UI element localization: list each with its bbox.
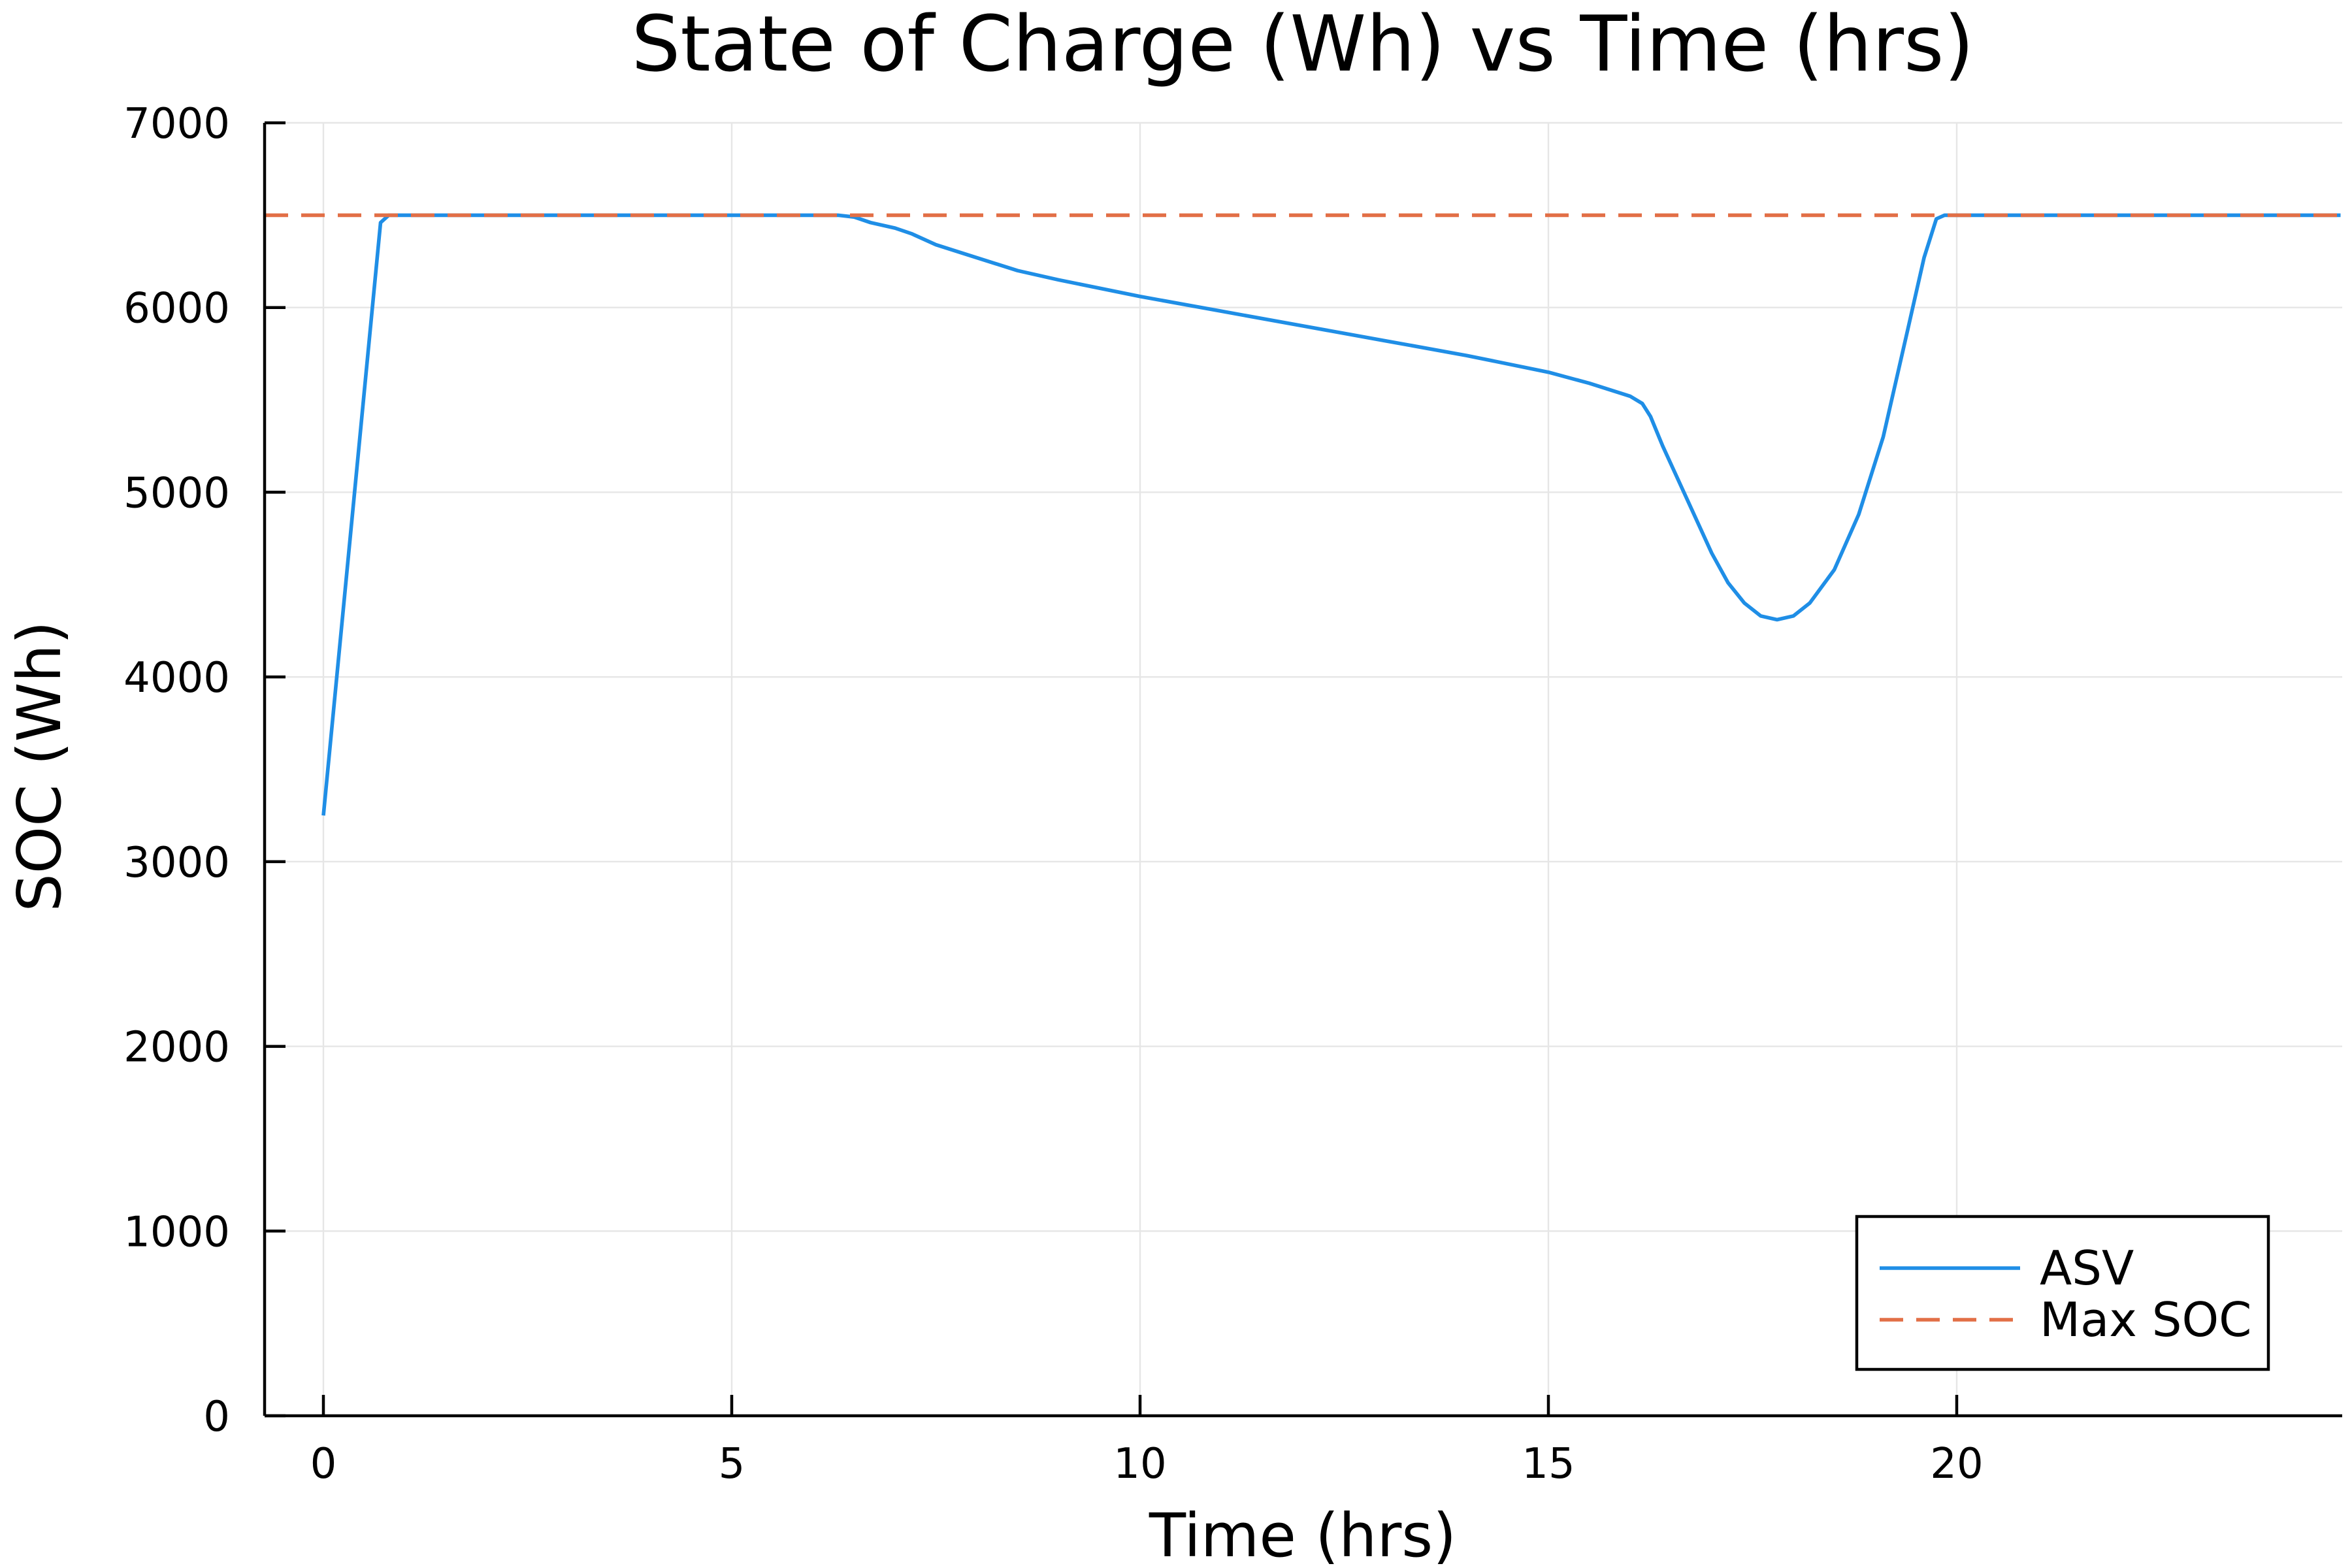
axes — [263, 121, 2342, 1418]
tick-labels: 0 5 10 15 20 0 1000 2000 3000 4000 5000 6000 7000 — [123, 100, 1984, 1488]
legend-label-max-soc: Max SOC — [2040, 1292, 2251, 1347]
y-tick-label-0: 0 — [203, 1393, 230, 1441]
series-layer — [265, 213, 2342, 816]
x-axis-label: Time (hrs) — [1149, 1501, 1456, 1568]
y-tick-label-2: 2000 — [123, 1024, 230, 1072]
x-tick-label-0: 0 — [310, 1440, 337, 1488]
legend-label-asv: ASV — [2040, 1241, 2134, 1296]
y-axis-label: SOC (Wh) — [5, 621, 74, 911]
y-tick-label-1: 1000 — [123, 1208, 230, 1256]
y-tick-label-6: 6000 — [123, 285, 230, 333]
x-tick-label-2: 10 — [1113, 1440, 1166, 1488]
series-line-asv — [321, 213, 2341, 816]
legend: ASV Max SOC — [1855, 1215, 2270, 1371]
y-tick-label-3: 3000 — [123, 839, 230, 887]
y-tick-label-7: 7000 — [123, 100, 230, 148]
legend-box — [1855, 1215, 2270, 1371]
chart-title: State of Charge (Wh) vs Time (hrs) — [631, 0, 1974, 89]
x-tick-label-4: 20 — [1930, 1440, 1983, 1488]
x-tick-label-1: 5 — [719, 1440, 745, 1488]
y-tick-label-5: 5000 — [123, 469, 230, 517]
y-tick-label-4: 4000 — [123, 654, 230, 702]
x-tick-label-3: 15 — [1522, 1440, 1575, 1488]
